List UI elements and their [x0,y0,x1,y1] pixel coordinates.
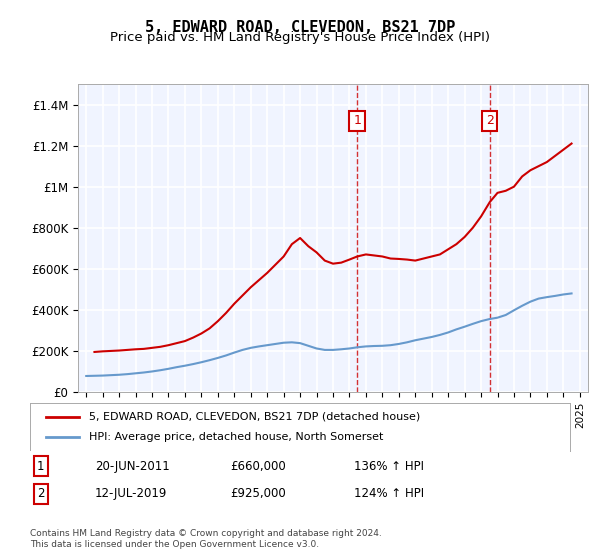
Text: 1: 1 [37,460,44,473]
Text: £660,000: £660,000 [230,460,286,473]
Text: 136% ↑ HPI: 136% ↑ HPI [354,460,424,473]
Text: 2: 2 [37,487,44,501]
Text: Contains HM Land Registry data © Crown copyright and database right 2024.: Contains HM Land Registry data © Crown c… [30,529,382,538]
Text: 12-JUL-2019: 12-JUL-2019 [95,487,167,501]
Text: 2: 2 [486,114,494,128]
Text: 20-JUN-2011: 20-JUN-2011 [95,460,170,473]
Text: 5, EDWARD ROAD, CLEVEDON, BS21 7DP: 5, EDWARD ROAD, CLEVEDON, BS21 7DP [145,20,455,35]
Text: 124% ↑ HPI: 124% ↑ HPI [354,487,424,501]
Text: 1: 1 [353,114,361,128]
Text: HPI: Average price, detached house, North Somerset: HPI: Average price, detached house, Nort… [89,432,384,442]
Text: £925,000: £925,000 [230,487,286,501]
Text: Price paid vs. HM Land Registry's House Price Index (HPI): Price paid vs. HM Land Registry's House … [110,31,490,44]
Text: 5, EDWARD ROAD, CLEVEDON, BS21 7DP (detached house): 5, EDWARD ROAD, CLEVEDON, BS21 7DP (deta… [89,412,421,422]
Text: This data is licensed under the Open Government Licence v3.0.: This data is licensed under the Open Gov… [30,540,319,549]
